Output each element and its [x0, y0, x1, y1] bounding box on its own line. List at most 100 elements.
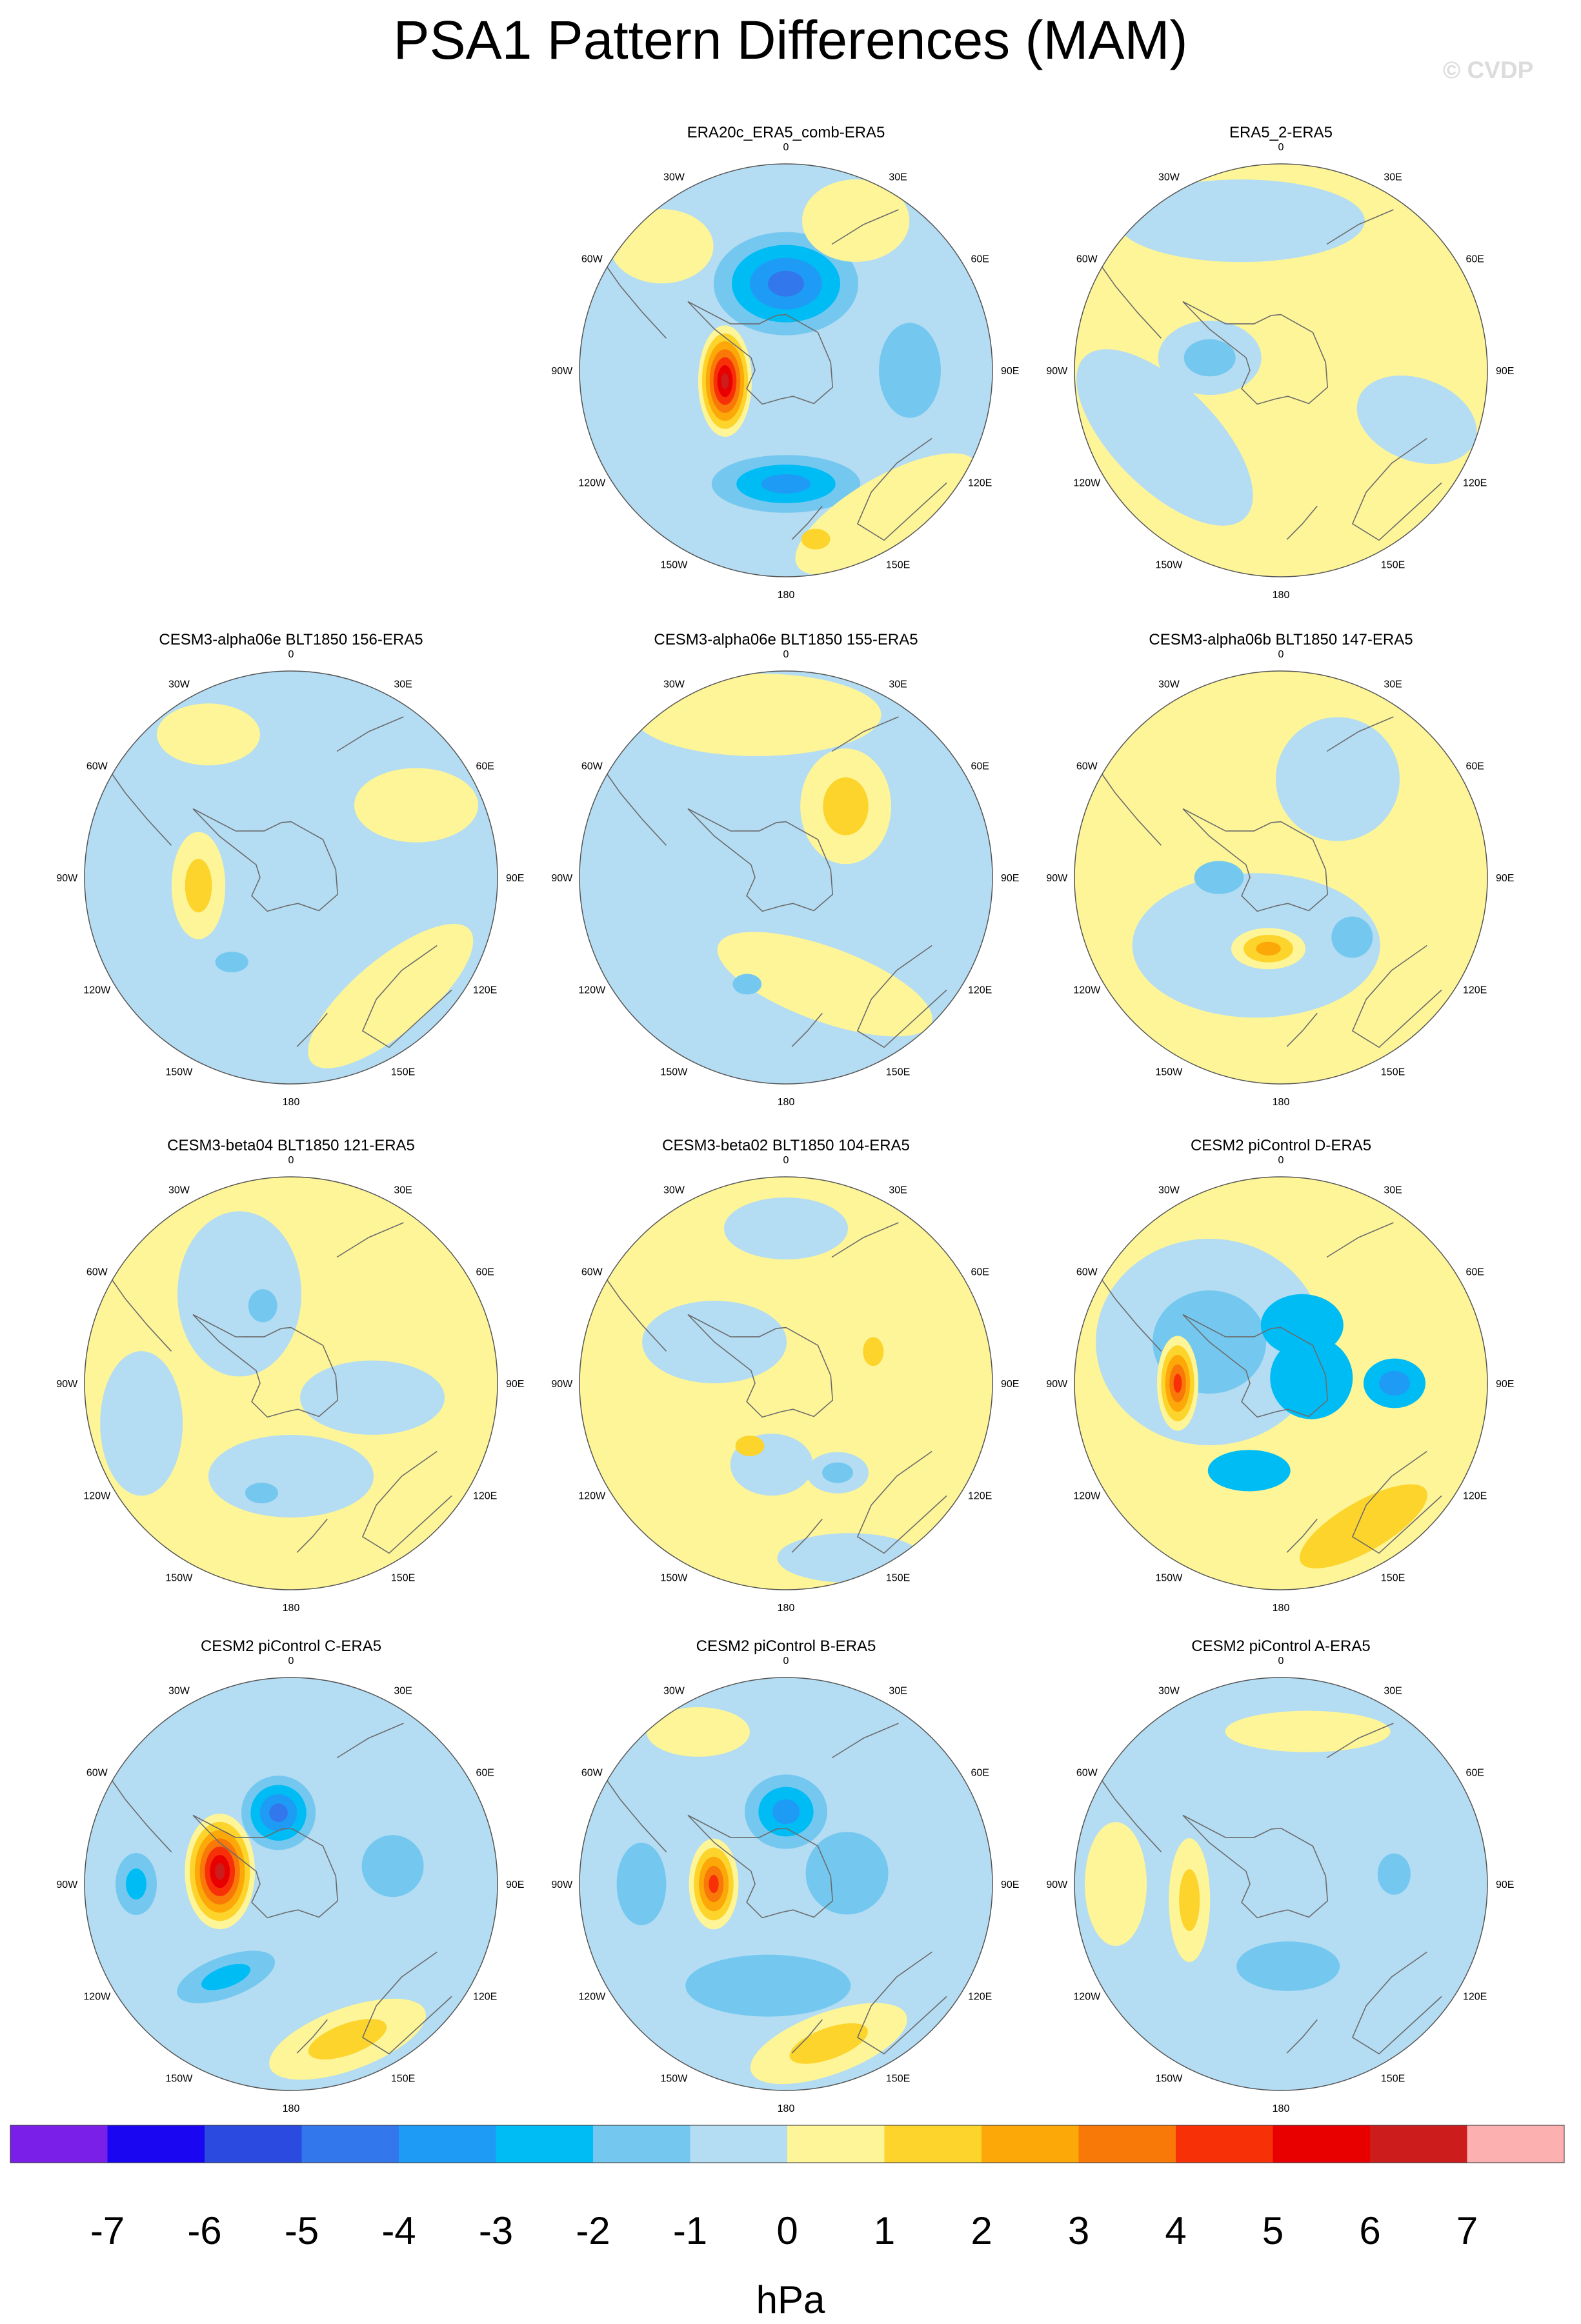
land-coastline [296, 1012, 328, 1047]
longitude-label: 0 [288, 1155, 294, 1166]
longitude-label: 90W [1046, 1879, 1068, 1890]
longitude-label: 120E [968, 478, 992, 489]
colorbar-swatch [1273, 2125, 1371, 2163]
contour-level [1179, 1869, 1200, 1932]
map-panel: CESM3-alpha06b BLT1850 147-ERA5 0 30E 60E 90… [1029, 631, 1533, 1121]
land-coastline [831, 716, 899, 752]
longitude-label: 60E [476, 1767, 494, 1778]
longitude-label: 150E [1381, 1067, 1405, 1078]
longitude-label: 60E [971, 1267, 989, 1277]
land-coastline [112, 774, 172, 846]
longitude-label: 30E [1384, 172, 1402, 183]
longitude-label: 30W [663, 1685, 685, 1696]
longitude-label: 90W [56, 1879, 78, 1890]
longitude-label: 60W [581, 761, 603, 772]
contour-level [1076, 349, 1253, 526]
longitude-label: 90W [1046, 873, 1068, 884]
contour-level [801, 528, 831, 550]
longitude-label: 120E [1463, 1992, 1487, 2003]
longitude-label: 60W [1076, 1767, 1098, 1778]
contour-level [863, 1337, 884, 1367]
contour-level [761, 474, 811, 494]
land-coastline [1326, 209, 1394, 245]
contour-level [805, 1832, 889, 1915]
longitude-label: 60E [1465, 761, 1484, 772]
longitude-label: 150W [166, 1573, 194, 1584]
longitude-label: 120E [473, 1992, 497, 2003]
longitude-label: 150W [1156, 1573, 1183, 1584]
contour-level [308, 923, 474, 1068]
longitude-label: 90E [1001, 1879, 1019, 1890]
contour-level [822, 1462, 853, 1483]
panel-title: CESM2 piControl A-ERA5 [1191, 1638, 1371, 1655]
contour-level [1300, 1484, 1427, 1568]
contour-level [768, 270, 804, 297]
longitude-label: 30E [1384, 1685, 1402, 1696]
land-coastline [1351, 1951, 1442, 2055]
longitude-label: 30W [168, 1185, 190, 1196]
land-coastline [112, 1279, 172, 1352]
longitude-label: 0 [783, 1656, 789, 1667]
antarctica-coastline [1182, 1814, 1329, 1919]
map-boundary [1074, 1677, 1488, 2091]
contour-level [616, 1843, 667, 1925]
polar-map: 0 30E 60E 90E 120E 150E 180 150W 120W 90W 60W 30W [1046, 1656, 1514, 2114]
contour-level [177, 1211, 301, 1377]
land-coastline [856, 945, 947, 1048]
antarctica-coastline [1182, 301, 1329, 405]
longitude-label: 90E [506, 1379, 524, 1390]
longitude-label: 150E [391, 2074, 415, 2085]
contour-level [245, 1483, 279, 1504]
land-coastline [1326, 1222, 1394, 1258]
contour-level [1379, 1370, 1410, 1396]
colorbar-unit-label: hPa [756, 2278, 825, 2321]
polar-map: 0 30E 60E 90E 120E 150E 180 150W 120W 90W 60W 30W [551, 142, 1019, 601]
contour-level [1085, 1822, 1147, 1946]
longitude-label: 180 [283, 1097, 300, 1108]
longitude-label: 60W [581, 1767, 603, 1778]
colorbar-swatch [10, 2125, 108, 2163]
longitude-label: 120E [473, 985, 497, 996]
map-panel: CESM3-beta02 BLT1850 104-ERA5 0 30E 60E 90E 1… [534, 1137, 1038, 1627]
contour-level [795, 453, 978, 576]
polar-map: 0 30E 60E 90E 120E 150E 180 150W 120W 90W 60W 30W [551, 1155, 1019, 1614]
panel-title: CESM3-alpha06b BLT1850 147-ERA5 [1149, 631, 1413, 648]
longitude-label: 150E [391, 1067, 415, 1078]
longitude-label: 30E [1384, 679, 1402, 690]
land-coastline [856, 1450, 947, 1554]
colorbar-swatch [1078, 2125, 1176, 2163]
contour-level [735, 1435, 765, 1456]
longitude-label: 60E [476, 1267, 494, 1277]
colorbar-swatch [884, 2125, 982, 2163]
longitude-label: 60W [86, 1767, 108, 1778]
longitude-label: 180 [778, 1603, 795, 1614]
map-boundary [579, 163, 993, 577]
map-boundary [84, 1677, 498, 2091]
contour-level [879, 323, 941, 418]
panel-title: CESM3-alpha06e BLT1850 156-ERA5 [159, 631, 423, 648]
longitude-label: 180 [283, 1603, 300, 1614]
land-coastline [336, 716, 404, 752]
longitude-label: 0 [1278, 1656, 1284, 1667]
panel-title: CESM2 piControl B-ERA5 [696, 1638, 876, 1655]
antarctica-coastline [192, 1314, 339, 1418]
longitude-label: 180 [1273, 590, 1290, 601]
page-title: PSA1 Pattern Differences (MAM) [393, 10, 1188, 70]
land-coastline [361, 1450, 452, 1554]
longitude-label: 120W [578, 1992, 606, 2003]
map-background-field [85, 671, 498, 1084]
map-panel: CESM2 piControl D-ERA5 0 30E 60E 90E 120E 150E… [1029, 1137, 1533, 1627]
panel-title: CESM2 piControl D-ERA5 [1190, 1137, 1372, 1154]
land-coastline [1102, 266, 1162, 339]
contour-level [1270, 1336, 1353, 1419]
land-coastline [1286, 1012, 1318, 1047]
longitude-label: 150W [1156, 2074, 1183, 2085]
land-coastline [1326, 1723, 1394, 1759]
longitude-label: 90W [1046, 366, 1068, 377]
watermark: © CVDP [1443, 57, 1534, 83]
longitude-label: 180 [778, 590, 795, 601]
polar-map: 0 30E 60E 90E 120E 150E 180 150W 120W 90W 60W 30W [56, 649, 524, 1108]
longitude-label: 180 [778, 1097, 795, 1108]
longitude-label: 60W [1076, 1267, 1098, 1277]
map-panel: CESM2 piControl C-ERA5 0 30E 60E 90E 120E 150E… [39, 1638, 543, 2128]
